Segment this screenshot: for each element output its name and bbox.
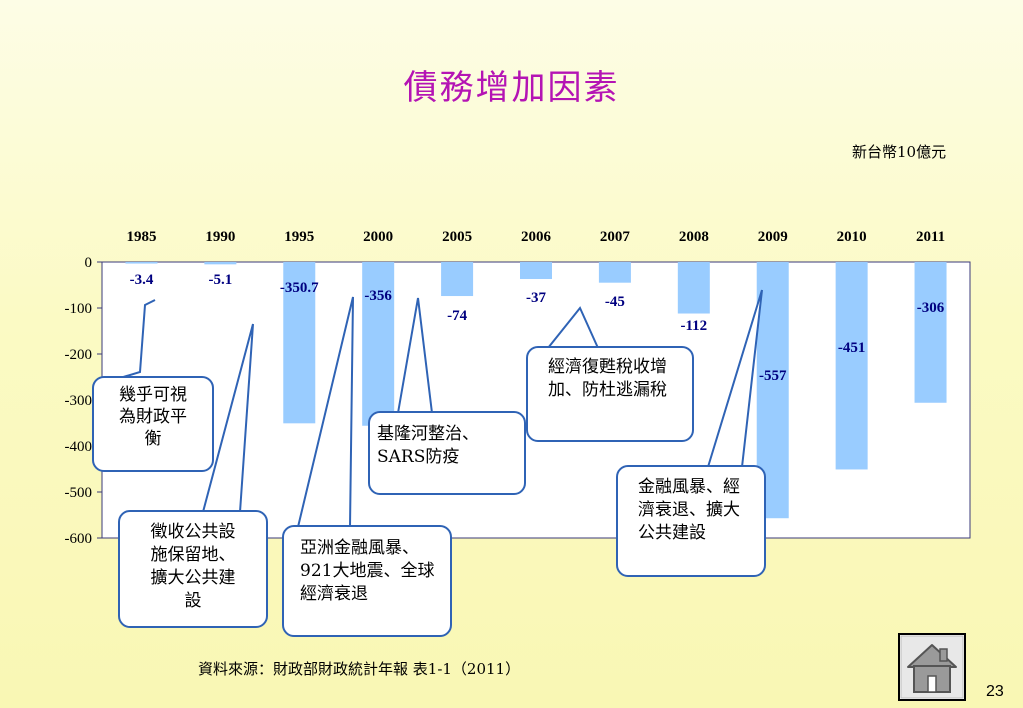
callout-balance-text: 幾乎可視為財政平衡	[119, 385, 187, 449]
y-tick-label-1: -100	[65, 301, 93, 317]
data-label-2011: -306	[917, 300, 945, 316]
slide-title: 債務增加因素	[403, 68, 620, 108]
callout-financial-storm-text: 金融風暴、經濟衰退、擴大公共建設	[638, 477, 740, 543]
x-tick-label-2008: 2008	[679, 229, 709, 245]
y-tick-label-6: -600	[65, 531, 93, 547]
y-tick-label-3: -300	[65, 393, 93, 409]
callout-pointer-recovery	[547, 306, 599, 349]
callout-pointer-keelung	[397, 297, 433, 414]
data-label-2006: -37	[526, 290, 546, 306]
callout-pointer-land	[202, 323, 254, 513]
callout-economic-recovery-text: 經濟復甦稅收增加、防杜逃漏稅	[548, 357, 667, 400]
data-label-2010: -451	[838, 340, 866, 356]
home-icon	[900, 635, 964, 699]
data-label-1995: -350.7	[280, 280, 319, 296]
bar-1990	[204, 262, 237, 265]
callout-keelung-river-text: 基隆河整治、SARS防疫	[377, 424, 479, 467]
home-button[interactable]	[898, 633, 966, 701]
y-tick-label-0: 0	[85, 255, 93, 271]
x-tick-label-2007: 2007	[600, 229, 631, 245]
bar-1995	[283, 262, 316, 424]
bar-2011	[914, 262, 947, 403]
bar-2010	[835, 262, 868, 470]
data-label-2005: -74	[447, 308, 467, 324]
x-tick-label-2000: 2000	[363, 229, 393, 245]
bar-2007	[598, 262, 631, 283]
callout-land-acquisition-text: 徵收公共設施保留地、擴大公共建設	[150, 522, 236, 611]
data-label-1985: -3.4	[130, 272, 154, 288]
data-label-2007: -45	[605, 294, 625, 310]
bar-2006	[520, 262, 552, 280]
callout-financial-crisis-text: 亞洲金融風暴、921大地震、全球經濟衰退	[300, 538, 435, 604]
bar-2008	[677, 262, 710, 314]
source-text: 資料來源：財政部財政統計年報 表1-1（2011）	[198, 660, 521, 678]
bar-1985	[125, 262, 158, 264]
callout-pointer-balance	[119, 299, 156, 379]
callout-financial-crisis: 亞洲金融風暴、921大地震、全球經濟衰退	[282, 525, 452, 637]
y-tick-label-2: -200	[65, 347, 93, 363]
data-label-2008: -112	[680, 318, 707, 334]
page-number: 23	[986, 683, 1004, 700]
x-tick-label-1985: 1985	[126, 229, 156, 245]
x-tick-label-2009: 2009	[758, 229, 788, 245]
callout-pointer-financial	[707, 289, 763, 468]
callout-financial-storm: 金融風暴、經濟衰退、擴大公共建設	[616, 465, 766, 577]
y-tick-label-4: -400	[65, 439, 93, 455]
x-tick-label-2011: 2011	[916, 229, 945, 245]
callout-pointer-crisis	[297, 296, 354, 528]
y-tick-label-5: -500	[65, 485, 93, 501]
unit-label: 新台幣10億元	[852, 143, 947, 161]
x-tick-label-2010: 2010	[837, 229, 867, 245]
data-label-2000: -356	[364, 288, 392, 304]
data-label-2009: -557	[759, 368, 787, 384]
x-tick-label-2005: 2005	[442, 229, 472, 245]
callout-keelung-river: 基隆河整治、SARS防疫	[368, 411, 526, 495]
x-tick-label-1990: 1990	[205, 229, 235, 245]
x-tick-label-2006: 2006	[521, 229, 552, 245]
callout-economic-recovery: 經濟復甦稅收增加、防杜逃漏稅	[526, 346, 694, 442]
bar-2005	[441, 262, 474, 297]
bar-2000	[362, 262, 395, 426]
callout-land-acquisition: 徵收公共設施保留地、擴大公共建設	[118, 510, 268, 628]
x-tick-label-1995: 1995	[284, 229, 314, 245]
callout-balance: 幾乎可視為財政平衡	[92, 376, 214, 472]
data-label-1990: -5.1	[208, 272, 232, 288]
